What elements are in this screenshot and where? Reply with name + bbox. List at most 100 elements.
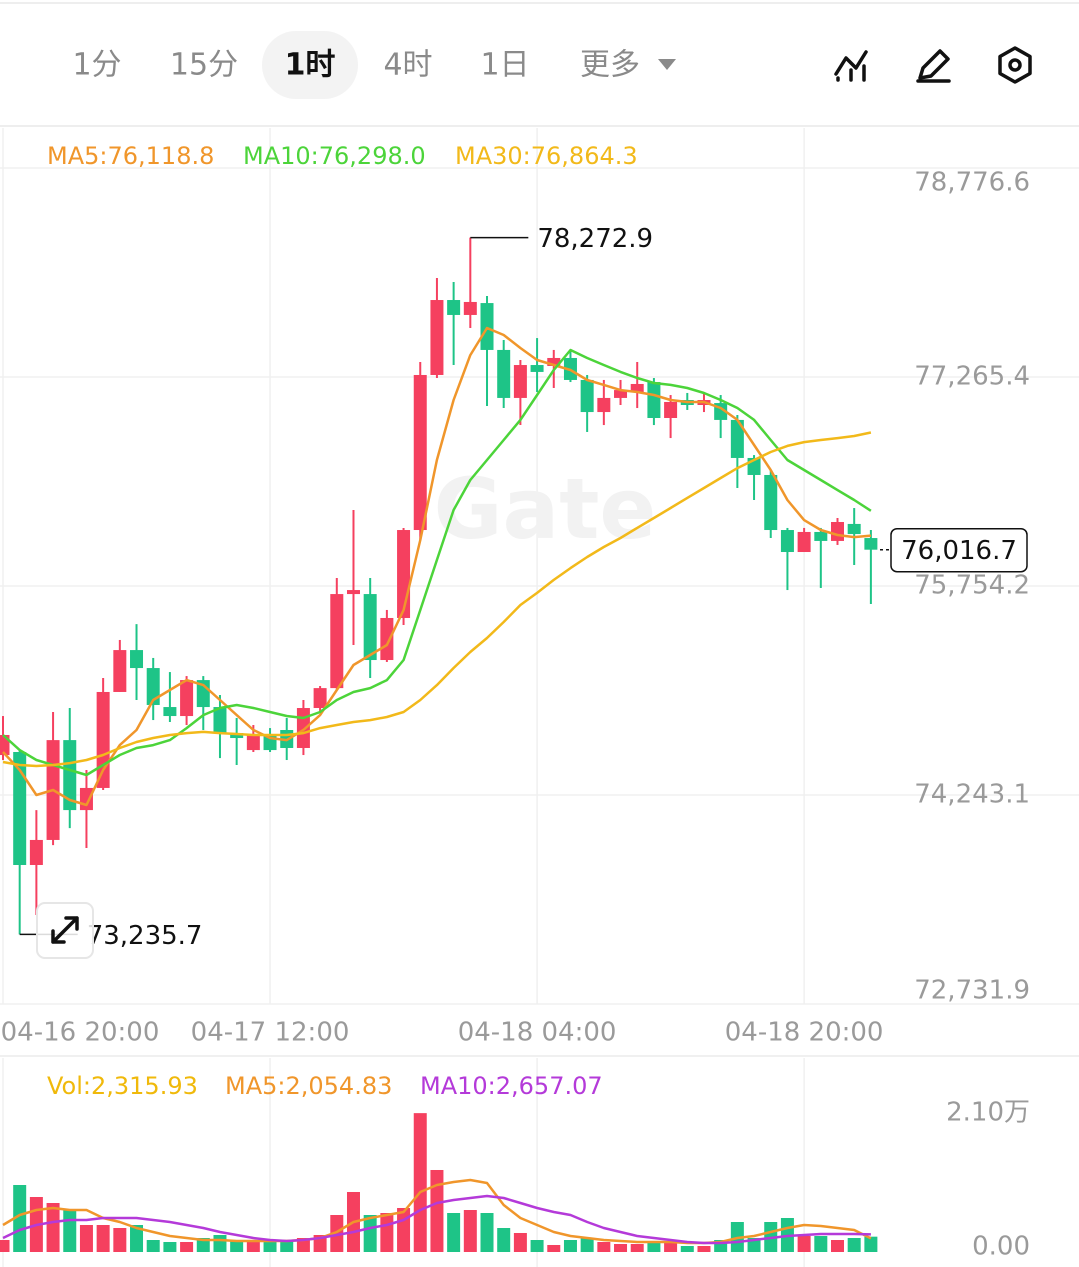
volume-bar: [79, 1225, 93, 1252]
volume-bar: [597, 1241, 611, 1252]
tab[interactable]: 1时: [285, 48, 336, 83]
volume-bar: [163, 1241, 177, 1252]
volume-bar: [864, 1236, 878, 1252]
volume-bar: [63, 1210, 77, 1252]
legend-entry: MA10:76,298.0: [243, 142, 426, 170]
y-tick-label: 77,265.4: [914, 362, 1030, 392]
volume-bar: [614, 1243, 628, 1252]
candle-body: [847, 523, 861, 535]
volume-bar: [113, 1227, 127, 1252]
volume-bar: [246, 1241, 260, 1252]
candle-body: [13, 751, 27, 865]
candle-body: [513, 365, 527, 398]
x-tick-label: 04-17 12:00: [191, 1018, 350, 1048]
tab[interactable]: 1分: [72, 48, 121, 83]
candle-body: [380, 617, 394, 661]
candle-body: [463, 301, 477, 315]
candle-body: [647, 382, 661, 418]
y-tick-label: 72,731.9: [914, 976, 1030, 1006]
candle-body: [296, 708, 310, 748]
candle-body: [580, 379, 594, 413]
volume-bar: [296, 1238, 310, 1252]
legend-entry: MA10:2,657.07: [420, 1072, 603, 1100]
candle-body: [447, 300, 461, 315]
candle-body: [664, 401, 678, 418]
toolbar: 1分 15分 1时 4时 1日 更多: [72, 31, 676, 99]
active-tab-bg: [262, 31, 358, 99]
candle-body: [547, 357, 561, 366]
candle-body: [413, 374, 427, 531]
candle-body: [213, 707, 227, 734]
candle-body: [230, 733, 244, 739]
candle-body: [797, 531, 811, 553]
volume-bar: [430, 1169, 444, 1252]
legend-entry: MA5:2,054.83: [225, 1072, 392, 1100]
tab[interactable]: 1日: [480, 48, 529, 83]
volume-bar: [330, 1214, 344, 1252]
volume-bar: [530, 1239, 544, 1252]
plot: 04-16 20:00 04-17 12:00 04-18 04:00 04-18 2…: [0, 128, 1079, 1267]
candle-body: [113, 650, 127, 692]
x-tick-label: 04-18 04:00: [458, 1018, 617, 1048]
volume-bar: [196, 1238, 210, 1252]
volume-bar: [563, 1239, 577, 1252]
volume-bar: [547, 1244, 561, 1252]
candle-body: [246, 734, 260, 751]
volume-bar: [664, 1241, 678, 1252]
legend-entry: MA30:76,864.3: [455, 142, 638, 170]
indicator-button[interactable]: [834, 50, 868, 82]
volume-bar: [630, 1243, 644, 1252]
volume-bar: [263, 1241, 277, 1252]
volume-bar: [680, 1246, 694, 1252]
candle-body: [430, 300, 444, 375]
settings-button[interactable]: [998, 46, 1032, 84]
expand-button[interactable]: [36, 902, 94, 959]
x-tick-label: 04-16 20:00: [1, 1018, 160, 1048]
legend-entry: MA5:76,118.8: [47, 142, 214, 170]
candle-body: [864, 538, 878, 550]
volume-bar: [130, 1225, 144, 1252]
candle-body: [814, 531, 828, 541]
candle-body: [146, 668, 160, 705]
ma-line: [2, 348, 872, 777]
draw-button[interactable]: [916, 49, 951, 83]
y-tick-label: 0.00: [972, 1232, 1030, 1262]
volume-bar: [413, 1113, 427, 1252]
volume-bar: [46, 1202, 60, 1252]
ma-line: [2, 1194, 871, 1245]
volume-bar: [463, 1210, 477, 1252]
dropdown-arrow: [658, 59, 676, 70]
candle-body: [363, 594, 377, 661]
ma-line: [2, 326, 872, 807]
volume-bar: [480, 1213, 494, 1252]
volume-bar: [513, 1232, 527, 1252]
y-tick-label: 75,754.2: [914, 571, 1030, 601]
y-tick-label: 2.10万: [946, 1098, 1030, 1128]
candle-body: [330, 594, 344, 689]
candle-body: [780, 530, 794, 553]
tab[interactable]: 4时: [383, 48, 432, 83]
candle-body: [0, 734, 10, 756]
volume-bar: [180, 1241, 194, 1252]
extreme-label: 78,272.9: [537, 224, 653, 254]
volume-bar: [380, 1213, 394, 1252]
volume-bar: [363, 1214, 377, 1252]
candle-body: [130, 650, 144, 669]
candle-body: [497, 349, 511, 398]
y-tick-label: 74,243.1: [914, 779, 1030, 809]
volume-bar: [397, 1207, 411, 1252]
tab[interactable]: 更多: [580, 48, 640, 83]
volume-bar: [447, 1213, 461, 1252]
volume-bar: [797, 1236, 811, 1252]
volume-bar: [146, 1239, 160, 1252]
candle-body: [163, 707, 177, 717]
volume-bar: [580, 1238, 594, 1252]
tab[interactable]: 15分: [170, 48, 238, 83]
candle-body: [630, 383, 644, 392]
x-tick-label: 04-18 20:00: [725, 1018, 884, 1048]
watermark: Gate: [434, 460, 657, 558]
ma-line: [2, 1178, 872, 1245]
volume-bar: [96, 1225, 110, 1252]
candle-body: [831, 522, 844, 541]
y-tick-label: 78,776.6: [914, 168, 1030, 198]
